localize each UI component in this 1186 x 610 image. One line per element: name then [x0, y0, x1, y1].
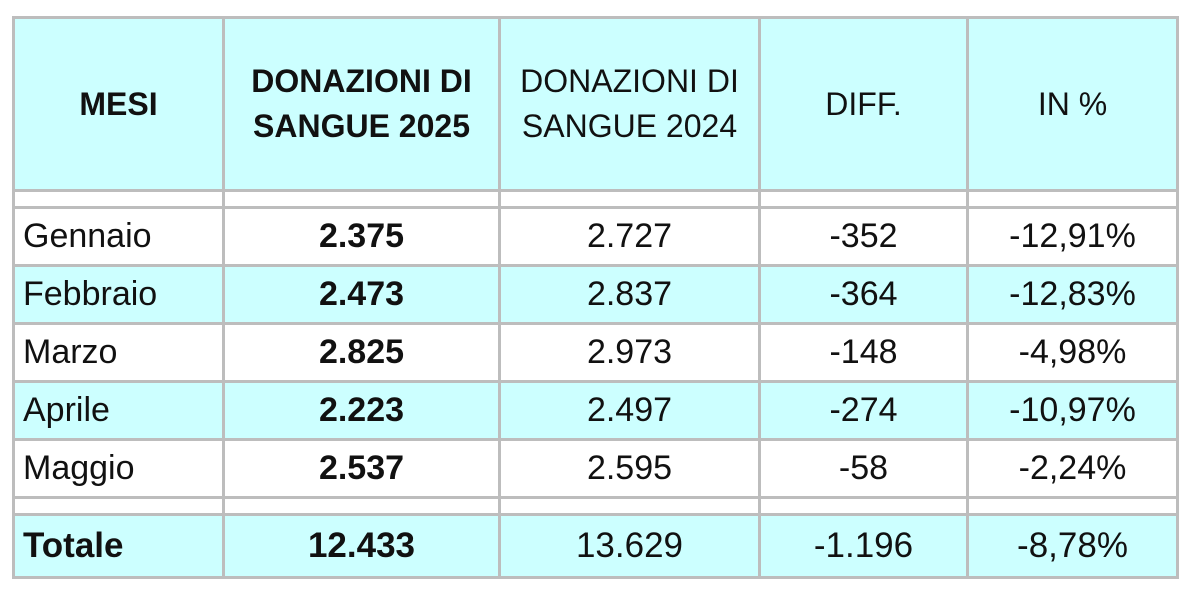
spacer-row	[12, 189, 1179, 209]
diff-cell: -352	[758, 206, 969, 267]
total-label: Totale	[12, 513, 225, 579]
total-diff: -1.196	[758, 513, 969, 579]
total-percent: -8,78%	[966, 513, 1179, 579]
total-donations-2024: 13.629	[498, 513, 761, 579]
diff-cell: -274	[758, 380, 969, 441]
table-row: Febbraio 2.473 2.837 -364 -12,83%	[12, 264, 1179, 325]
total-row: Totale 12.433 13.629 -1.196 -8,78%	[12, 513, 1179, 579]
total-donations-2025: 12.433	[222, 513, 501, 579]
month-cell: Gennaio	[12, 206, 225, 267]
percent-cell: -12,91%	[966, 206, 1179, 267]
percent-cell: -12,83%	[966, 264, 1179, 325]
month-cell: Febbraio	[12, 264, 225, 325]
diff-cell: -58	[758, 438, 969, 499]
percent-cell: -2,24%	[966, 438, 1179, 499]
percent-cell: -4,98%	[966, 322, 1179, 383]
blood-donations-table: MESI DONAZIONI DI SANGUE 2025 DONAZIONI …	[12, 16, 1179, 579]
donations-2024-cell: 2.727	[498, 206, 761, 267]
header-percent: IN %	[966, 16, 1179, 192]
month-cell: Marzo	[12, 322, 225, 383]
table-row: Marzo 2.825 2.973 -148 -4,98%	[12, 322, 1179, 383]
diff-cell: -364	[758, 264, 969, 325]
table-row: Gennaio 2.375 2.727 -352 -12,91%	[12, 206, 1179, 267]
percent-cell: -10,97%	[966, 380, 1179, 441]
table-row: Maggio 2.537 2.595 -58 -2,24%	[12, 438, 1179, 499]
table-row: Aprile 2.223 2.497 -274 -10,97%	[12, 380, 1179, 441]
donations-2025-cell: 2.375	[222, 206, 501, 267]
header-donazioni-2024: DONAZIONI DI SANGUE 2024	[498, 16, 761, 192]
donations-2024-cell: 2.973	[498, 322, 761, 383]
header-mesi: MESI	[12, 16, 225, 192]
donations-2025-cell: 2.825	[222, 322, 501, 383]
donations-2024-cell: 2.497	[498, 380, 761, 441]
donations-2025-cell: 2.223	[222, 380, 501, 441]
header-row: MESI DONAZIONI DI SANGUE 2025 DONAZIONI …	[12, 16, 1179, 192]
donations-2025-cell: 2.537	[222, 438, 501, 499]
header-diff: DIFF.	[758, 16, 969, 192]
donations-2024-cell: 2.595	[498, 438, 761, 499]
month-cell: Maggio	[12, 438, 225, 499]
diff-cell: -148	[758, 322, 969, 383]
spacer-row	[12, 496, 1179, 516]
donations-2025-cell: 2.473	[222, 264, 501, 325]
donations-2024-cell: 2.837	[498, 264, 761, 325]
header-donazioni-2025: DONAZIONI DI SANGUE 2025	[222, 16, 501, 192]
month-cell: Aprile	[12, 380, 225, 441]
